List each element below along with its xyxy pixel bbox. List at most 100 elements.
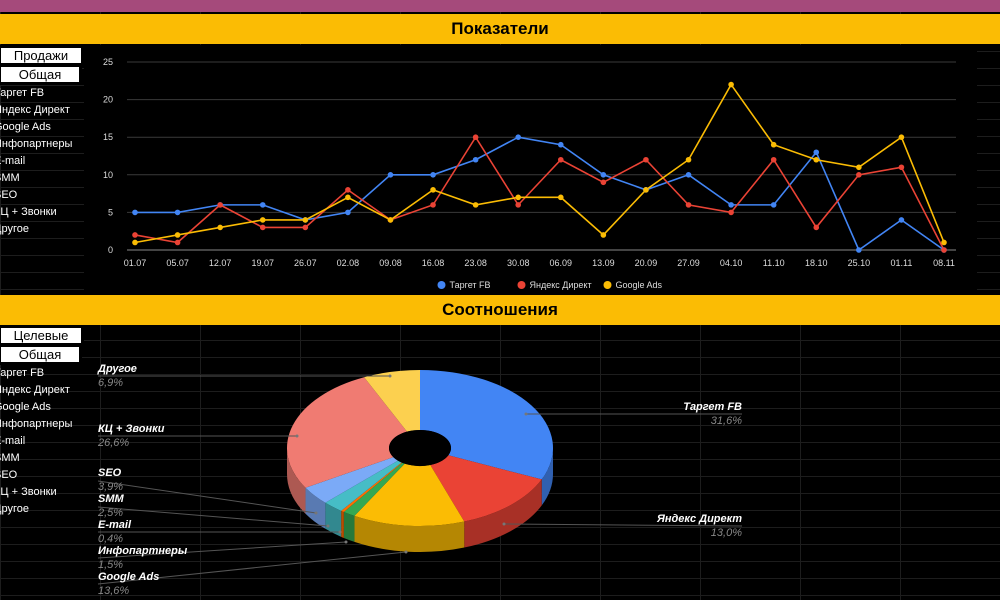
nav-sales-item[interactable]: SMM [0,172,20,184]
leader-dot [524,412,528,416]
data-point [941,239,947,246]
data-point [600,179,607,186]
series-line [135,136,945,252]
x-tick-label: 16.08 [422,258,445,268]
pie-slice-side [541,448,553,506]
nav-panel-sales: Продажи Общая Таргет FB Яндекс Директ Goog… [0,45,84,238]
data-point [345,187,351,193]
data-point [728,209,734,216]
pie-slice-side [341,510,344,538]
slice-label: Инфопартнеры [98,545,188,557]
nav-targets-item[interactable]: Инфопартнеры [0,418,73,430]
legend-label: Google Ads [616,280,663,290]
leader-line [97,551,407,585]
nav-sales-item[interactable]: Другое [0,223,29,235]
slice-label: Яндекс Директ [656,513,742,525]
series-line [134,83,945,244]
x-tick-label: 09.08 [379,258,402,268]
nav-targets-item[interactable]: SEO [0,469,18,481]
data-point [856,164,862,171]
line-chart-panel: 0 5 10 15 20 25 01.07 05.07 12.07 19.07 26.07 02.08… [84,45,977,295]
data-point [515,202,522,208]
line-chart: 0 5 10 15 20 25 01.07 05.07 12.07 19.07 26.07 02.08… [103,57,956,290]
slice-percent: 3,9% [98,481,123,493]
data-point [515,134,522,140]
nav-sales-item[interactable]: Google Ads [0,121,51,133]
section-banner-ratios: Соотношения [0,295,1000,325]
data-point [685,172,692,178]
series-line [134,135,945,251]
nav-panel-targets: Целевые Общая Таргет FB Яндекс Директ Goog… [0,325,84,518]
pie-slice [364,370,420,432]
data-point [557,194,564,201]
dropdown-general[interactable]: Общая [0,64,82,85]
data-point [345,194,351,201]
x-tick-label: 13.09 [592,258,615,268]
nav-targets-item[interactable]: SMM [0,452,20,464]
nav-targets-item[interactable]: E-mail [0,435,26,447]
dropdown-general[interactable]: Общая [0,344,82,365]
nav-targets-item[interactable]: Google Ads [0,401,51,413]
x-tick-label: 06.09 [550,258,573,268]
data-point [898,217,905,223]
data-point [132,209,138,216]
nav-sales-item[interactable]: SEO [0,189,18,201]
data-point [472,202,479,208]
data-point [557,156,564,163]
pie-slice [325,460,402,511]
y-tick-label: 10 [103,170,113,180]
pie-slice-side [305,487,326,529]
slice-percent: 26,6% [97,437,129,449]
slice-percent: 2,5% [97,507,123,519]
y-tick-label: 0 [108,245,113,255]
x-tick-label: 02.08 [337,258,360,268]
dropdown-label: Продажи [13,48,69,63]
section-banner-indicators: Показатели [0,14,1000,44]
nav-sales-item[interactable]: Яндекс Директ [0,104,70,116]
data-point [217,202,223,208]
data-point [728,81,734,88]
legend-label: Яндекс Директ [530,280,592,290]
pie-slice [341,462,403,512]
data-point [685,202,692,208]
dropdown-label: Общая [18,347,62,362]
x-tick-label: 05.07 [166,258,189,268]
nav-sales-item[interactable]: КЦ + Звонки [0,206,57,218]
pie-slice [343,462,405,516]
data-point [472,156,479,163]
pie-slice [305,457,398,503]
dropdown-targets[interactable]: Целевые [0,325,84,346]
nav-targets-item[interactable]: Таргет FB [0,367,45,379]
data-point [898,164,905,171]
nav-sales-item[interactable]: Таргет FB [0,87,45,99]
slice-label: Google Ads [98,571,159,583]
data-point [430,202,436,208]
legend-swatch [437,281,446,289]
data-point [174,239,181,246]
pie-slice [430,455,542,522]
x-tick-label: 08.11 [933,258,955,268]
data-point [600,172,607,178]
nav-sales-item[interactable]: Инфопартнеры [0,138,73,150]
slice-percent: 31,6% [711,415,742,427]
data-point [856,172,862,178]
leader-line [97,480,317,514]
nav-targets-item[interactable]: Яндекс Директ [0,384,70,396]
data-point [813,149,820,156]
nav-targets-item[interactable]: Другое [0,503,29,515]
data-point [387,172,394,178]
data-point [472,134,479,140]
nav-targets-item[interactable]: КЦ + Звонки [0,486,57,498]
data-point [217,224,223,231]
leader-dot [344,540,348,544]
slice-label: SEO [98,467,122,479]
leader-dot [502,522,506,526]
data-point [770,156,777,163]
nav-sales-item[interactable]: E-mail [0,155,26,167]
data-point [132,232,138,238]
slice-label: КЦ + Звонки [98,423,165,435]
dropdown-sales[interactable]: Продажи [0,45,84,66]
leader-line [97,506,329,527]
data-point [302,217,309,223]
legend-label: Таргет FB [450,280,491,290]
